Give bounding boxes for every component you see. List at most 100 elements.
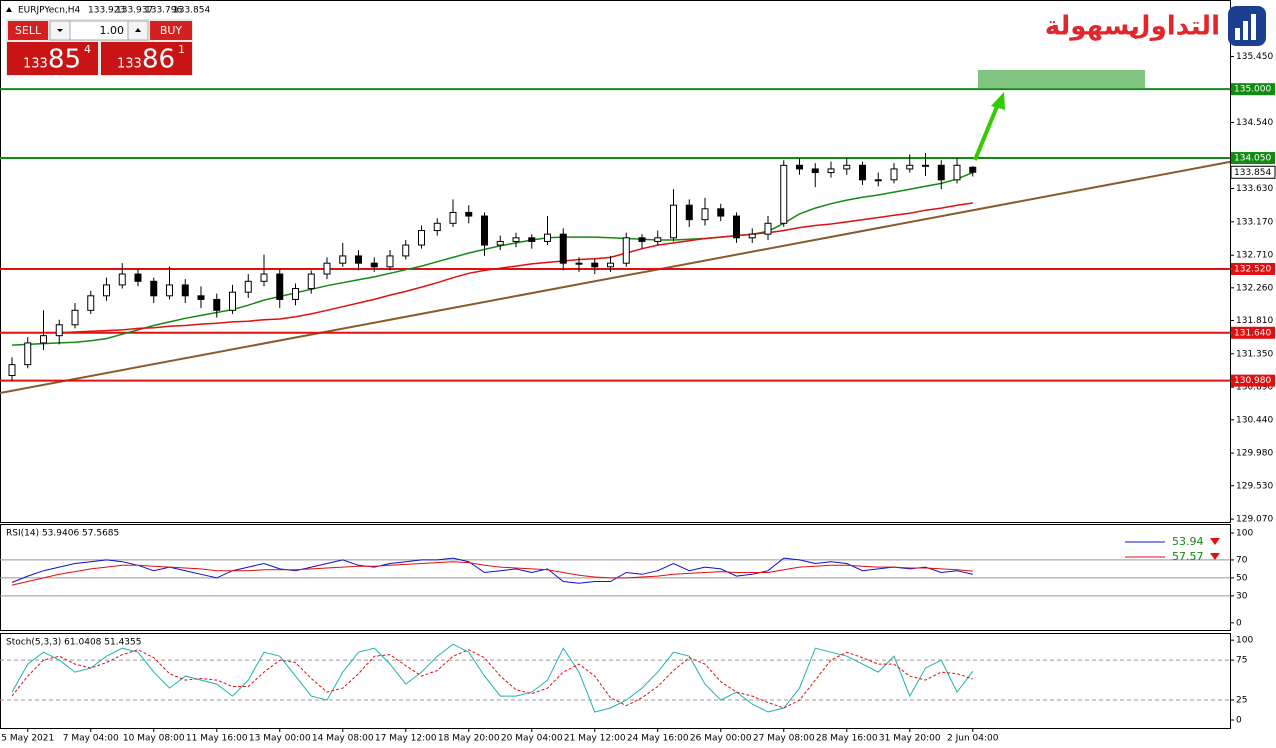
candle-body [418, 230, 425, 246]
candle-body [465, 211, 473, 217]
x-tick-label: 2 Jun 04:00 [947, 734, 999, 744]
y-tick-label: 70 [1236, 555, 1248, 565]
candle-body [355, 255, 362, 264]
candle-body [859, 164, 866, 181]
candle-body [685, 204, 693, 221]
candle-body [71, 309, 79, 326]
bid-main: 85 [48, 45, 81, 75]
candle-body [575, 262, 583, 265]
indicator-line [11, 561, 973, 586]
candle-body [481, 215, 488, 246]
x-tick-label: 18 May 20:00 [438, 734, 500, 744]
candle-body [386, 255, 394, 268]
candle-body [843, 164, 851, 170]
symbol: EURJPYecn,H4 [18, 6, 81, 16]
panel-title: RSI(14) 53.9406 57.5685 [6, 529, 119, 539]
bid-big: 133 [23, 57, 48, 72]
ask-big: 133 [117, 57, 142, 72]
arrow-head [991, 92, 1005, 110]
candle-body [433, 222, 441, 232]
candle-body [969, 166, 977, 173]
level-label: 134.050 [1234, 154, 1271, 164]
candle-body [922, 164, 929, 167]
candle-body [55, 324, 63, 337]
moving-average [59, 202, 973, 334]
logo-word2: بسهولة [1045, 12, 1140, 42]
candle-body [874, 179, 882, 182]
lot-value[interactable]: 1.00 [100, 24, 125, 37]
y-tick-label: 132.260 [1236, 283, 1273, 293]
bid-small: 4 [84, 43, 91, 56]
candle-body [701, 208, 709, 221]
candle-body [244, 280, 252, 293]
buy-button[interactable] [150, 21, 192, 40]
candle-body [622, 237, 630, 264]
buy-label[interactable]: BUY [160, 24, 183, 37]
y-tick-label: 133.630 [1236, 184, 1273, 194]
x-tick-label: 7 May 04:00 [63, 734, 119, 744]
bid-box[interactable] [7, 42, 98, 75]
legend-arrow [1210, 553, 1220, 560]
y-tick-label: 134.540 [1236, 118, 1273, 128]
x-tick-label: 14 May 08:00 [312, 734, 374, 744]
candle-body [8, 364, 16, 377]
sell-label[interactable]: SELL [15, 24, 42, 37]
y-tick-label: 131.350 [1236, 349, 1273, 359]
ask-main: 86 [142, 45, 175, 75]
level-tag [1231, 152, 1275, 165]
x-tick-label: 10 May 08:00 [123, 734, 185, 744]
y-tick-label: 133.170 [1236, 217, 1273, 227]
y-tick-label: 100 [1236, 528, 1253, 538]
candle-body [811, 168, 819, 174]
level-label: 130.980 [1234, 376, 1271, 386]
candle-body [87, 295, 95, 311]
level-label: 131.640 [1234, 328, 1271, 338]
candle-body [512, 237, 520, 242]
candle-body [796, 164, 803, 170]
y-tick-label: 130.890 [1236, 383, 1273, 393]
candle-body [103, 284, 110, 297]
y-tick-label: 132.710 [1236, 251, 1273, 261]
candle-body [229, 291, 236, 311]
candle-body [559, 233, 567, 264]
x-tick-label: 11 May 16:00 [186, 734, 248, 744]
candle-body [181, 284, 189, 297]
logo-bar [1235, 28, 1240, 40]
candle-body [292, 288, 299, 300]
candle-body [276, 273, 284, 300]
candle-body [134, 273, 142, 282]
candle-body [607, 262, 614, 268]
x-tick-label: 21 May 12:00 [564, 734, 626, 744]
candle-body [906, 164, 914, 170]
ohlc-open: 133.923 [88, 6, 125, 16]
y-tick-label: 30 [1236, 591, 1248, 601]
arrow-shaft [973, 103, 1000, 161]
target-zone [978, 70, 1145, 88]
sell-button[interactable] [8, 21, 48, 40]
candle-body [307, 273, 315, 290]
x-tick-label: 20 May 04:00 [501, 734, 563, 744]
ohlc-close: 133.854 [173, 6, 210, 16]
panel-title: Stoch(5,3,3) 61.0408 51.4355 [6, 638, 141, 648]
candle-body [717, 208, 725, 217]
candle-body [260, 273, 268, 282]
stoch-panel [0, 633, 1231, 729]
candle-body [670, 204, 677, 239]
ask-box[interactable] [101, 42, 192, 75]
y-tick-label: 129.530 [1236, 481, 1273, 491]
collapse-icon[interactable] [6, 7, 12, 12]
candle-body [213, 298, 221, 311]
candle-body [748, 233, 756, 239]
x-tick-label: 17 May 12:00 [375, 734, 437, 744]
candle-body [638, 237, 646, 242]
y-tick-label: 130.440 [1236, 415, 1273, 425]
price-tag [1230, 165, 1276, 179]
candle-body [323, 262, 331, 275]
candle-body [827, 168, 835, 174]
candle-body [166, 284, 173, 297]
candle-body [654, 237, 662, 242]
legend-value: 57.57 [1172, 550, 1204, 563]
candle-body [339, 255, 347, 264]
x-tick-label: 28 May 16:00 [816, 734, 878, 744]
